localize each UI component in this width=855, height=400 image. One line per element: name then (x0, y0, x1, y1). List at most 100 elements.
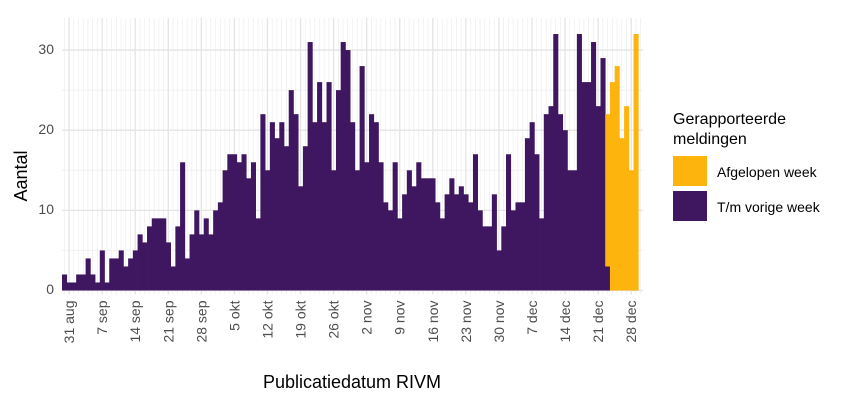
bar-prior (340, 42, 346, 291)
bar-prior (213, 210, 219, 291)
bar-recent (619, 138, 625, 291)
bar-prior (184, 258, 190, 291)
bar-prior (515, 202, 521, 291)
bar-prior (482, 226, 488, 291)
bar-prior (161, 218, 167, 291)
bar-prior (392, 162, 398, 291)
bar-prior (529, 122, 535, 291)
y-tick-label: 20 (38, 121, 54, 137)
bar-prior (307, 42, 313, 291)
bar-prior (321, 122, 327, 291)
bar-prior (364, 162, 370, 291)
x-tick-label: 31 aug (61, 301, 77, 344)
bar-prior (66, 282, 72, 291)
bar-prior (104, 282, 110, 291)
bar-prior (520, 202, 526, 291)
bar-prior (293, 114, 299, 291)
bar-prior (165, 242, 171, 291)
bar-prior (411, 186, 417, 291)
bar-prior (562, 130, 568, 291)
bar-prior (534, 154, 540, 291)
bar-prior (151, 218, 157, 291)
bar-prior (71, 282, 77, 291)
bar-prior (600, 58, 606, 291)
bar-prior (557, 114, 564, 291)
bar-prior (274, 138, 280, 291)
bar-prior (449, 178, 455, 291)
legend-swatch-afgelopen-week (673, 156, 707, 186)
bar-prior (250, 162, 257, 291)
bar-prior (156, 218, 162, 291)
bars-group (62, 34, 639, 291)
bar-prior (430, 178, 436, 291)
bar-prior (373, 122, 379, 291)
bar-prior (194, 210, 200, 291)
bar-prior (232, 154, 238, 291)
bar-prior (241, 154, 247, 291)
bar-prior (113, 258, 120, 291)
x-tick-label: 28 sep (193, 300, 209, 342)
bar-prior (90, 274, 96, 291)
bar-prior (458, 186, 464, 291)
bar-prior (137, 234, 143, 291)
bar-prior (435, 202, 441, 291)
bar-prior (378, 162, 384, 291)
bar-prior (180, 162, 186, 291)
bar-prior (246, 178, 252, 291)
bar-prior (147, 226, 153, 291)
bar-prior (312, 122, 318, 291)
bar-prior (335, 90, 342, 291)
bar-prior (567, 170, 573, 291)
bar-prior (128, 258, 134, 291)
bar-recent (605, 114, 611, 267)
bar-prior (595, 106, 601, 291)
bar-prior (198, 234, 205, 291)
x-tick-label: 21 dec (590, 301, 606, 343)
bar-prior (397, 218, 403, 291)
bar-prior (298, 186, 304, 291)
x-tick-label: 23 nov (458, 301, 474, 343)
x-tick-label: 26 okt (326, 300, 342, 338)
bar-prior (468, 202, 474, 291)
legend-label-afgelopen-week: Afgelopen week (717, 164, 818, 180)
bar-recent (609, 82, 616, 291)
y-tick-label: 30 (38, 41, 54, 57)
bar-prior (581, 82, 587, 291)
bar-prior (255, 218, 261, 291)
bar-prior (123, 266, 129, 291)
bar-prior (302, 146, 308, 291)
y-axis-title: Aantal (11, 150, 31, 201)
bar-recent (633, 34, 639, 291)
legend-title-line-1: Gerapporteerde (673, 111, 786, 128)
bar-prior (260, 114, 266, 291)
x-tick-label: 16 nov (425, 301, 441, 343)
bar-prior (118, 250, 124, 291)
bar-prior (491, 194, 497, 291)
bar-prior (222, 170, 228, 291)
bar-prior (354, 170, 360, 291)
bar-prior (510, 210, 516, 291)
bar-prior (227, 154, 233, 291)
bar-prior (269, 122, 275, 291)
legend-label-tm-vorige-week: T/m vorige week (717, 199, 821, 215)
bar-prior (76, 274, 82, 291)
bar-prior (359, 66, 365, 291)
bar-prior (586, 82, 592, 291)
bar-prior (99, 250, 105, 291)
legend: Gerapporteerde meldingen Afgelopen week … (673, 111, 821, 221)
bar-prior (454, 194, 460, 291)
bar-prior (472, 154, 479, 291)
x-tick-label: 30 nov (491, 301, 507, 343)
bar-prior (420, 178, 427, 291)
bar-prior (477, 210, 483, 291)
bar-recent (624, 106, 630, 291)
bar-prior (62, 274, 68, 291)
bar-prior (524, 138, 530, 291)
bar-prior (317, 82, 323, 291)
x-tick-label: 7 sep (94, 300, 110, 334)
bar-prior (85, 258, 91, 291)
bar-prior (539, 218, 545, 291)
x-tick-label: 5 okt (226, 300, 242, 330)
x-tick-label: 14 dec (557, 301, 573, 343)
